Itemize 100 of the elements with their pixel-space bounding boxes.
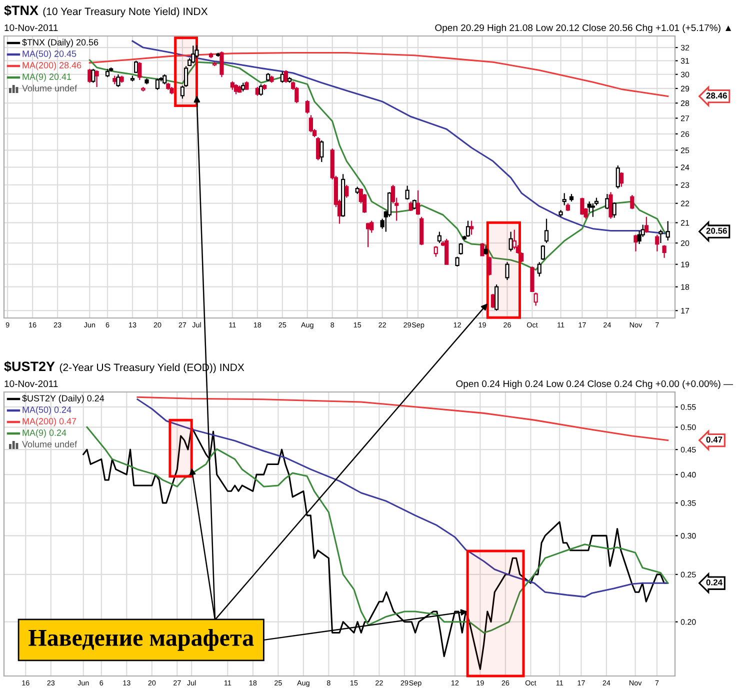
candlestick	[220, 50, 224, 78]
chart-subtitle: 10-Nov-2011	[4, 24, 58, 32]
candlestick	[91, 68, 96, 84]
legend-label: MA(200) 0.47	[22, 418, 76, 426]
candlestick	[270, 75, 274, 84]
candlestick	[130, 75, 135, 82]
y-tick-label: 22	[680, 200, 690, 206]
y-tick-label: 20	[680, 240, 690, 246]
candlestick	[544, 218, 549, 244]
candlestick	[284, 70, 288, 84]
candlestick	[166, 82, 170, 90]
candlestick	[434, 246, 438, 258]
candlestick	[437, 231, 442, 244]
annotation: Наведение марафета	[28, 629, 254, 651]
candlestick	[630, 194, 634, 210]
candlestick	[162, 74, 167, 85]
candlestick	[412, 199, 417, 210]
candlestick	[634, 234, 638, 252]
candlestick	[134, 60, 138, 74]
legend-label: MA(50) 0.24	[22, 406, 72, 415]
y-tick-label: 23	[680, 182, 690, 188]
candlestick	[562, 192, 566, 206]
candlestick	[408, 200, 413, 212]
candlestick	[605, 193, 610, 210]
y-tick-label: 18	[681, 284, 690, 290]
candlestick	[355, 186, 360, 195]
candlestick	[170, 86, 174, 95]
candlestick	[234, 84, 238, 95]
line-series	[136, 398, 669, 598]
candlestick	[241, 82, 246, 92]
candlestick	[308, 114, 313, 133]
y-tick-label: 24	[680, 164, 690, 170]
y-tick-label: 0.25	[680, 572, 696, 578]
line-series	[136, 396, 669, 442]
y-tick-label: 0.35	[680, 500, 696, 506]
text: Open 20.29 High 21.08 Low 20.12 Close 20.56 Chg +1.01 (+5.17%) ▲	[435, 24, 732, 33]
y-tick-label: 26	[680, 131, 690, 137]
y-tick-label: 0.45	[680, 446, 696, 453]
candlestick	[505, 262, 510, 281]
legend-label: MA(9) 0.24	[22, 429, 66, 438]
candlestick	[619, 172, 624, 188]
y-tick-label: 27	[680, 116, 690, 122]
chart-subtitle: 10-Nov-2011	[4, 380, 58, 388]
candlestick	[658, 229, 663, 244]
candlestick	[230, 80, 234, 90]
y-tick-label: 25	[680, 148, 690, 154]
candlestick	[662, 244, 666, 258]
y-tick-label: 0.50	[680, 424, 696, 430]
candlestick	[244, 80, 249, 90]
y-tick-label: 19	[681, 262, 690, 268]
y-tick-label: 17	[681, 308, 690, 314]
candlestick	[116, 74, 120, 88]
annotation: Volume undef	[22, 440, 78, 448]
text: 28.46	[706, 92, 727, 99]
candlestick	[416, 190, 420, 216]
text: 0.24	[706, 579, 722, 586]
candlestick	[494, 284, 499, 312]
candlestick	[508, 231, 513, 252]
legend-label: MA(50) 20.45	[22, 50, 76, 59]
annotation: Volume undef	[22, 84, 78, 92]
candlestick	[655, 234, 660, 252]
candlestick	[644, 216, 648, 234]
candlestick	[608, 192, 613, 220]
y-tick-label: 29	[680, 86, 690, 92]
line-series	[88, 59, 669, 271]
y-tick-label: 0.20	[680, 619, 696, 625]
candlestick	[569, 193, 574, 202]
legend-label: $UST2Y (Daily) 0.24	[22, 394, 104, 404]
text: 20.56	[706, 228, 727, 234]
candlestick	[287, 76, 292, 84]
y-tick-label: 31	[680, 58, 690, 64]
legend-label: MA(9) 20.41	[22, 73, 72, 82]
candlestick	[120, 75, 124, 84]
candlestick	[484, 246, 488, 256]
candlestick	[144, 78, 149, 85]
candlestick	[112, 75, 117, 85]
candlestick	[487, 256, 492, 276]
candlestick	[444, 238, 449, 265]
text: 0.47	[706, 436, 722, 443]
candlestick	[537, 262, 542, 278]
y-tick-label: 0.40	[680, 472, 696, 478]
candlestick	[612, 202, 616, 218]
candlestick	[341, 174, 346, 218]
candlestick	[258, 84, 264, 96]
candlestick	[616, 164, 620, 190]
y-tick-label: 0.55	[680, 404, 696, 410]
candlestick	[105, 68, 110, 78]
candlestick	[480, 242, 484, 256]
candlestick	[138, 62, 142, 81]
candlestick	[470, 220, 474, 236]
candlestick	[566, 202, 570, 212]
candlestick	[320, 140, 324, 163]
line-series	[88, 52, 669, 98]
candlestick	[212, 62, 217, 67]
candlestick	[512, 229, 516, 250]
candlestick	[540, 244, 545, 261]
candlestick	[88, 68, 92, 84]
text: Open 0.24 High 0.24 Low 0.24 Close 0.24 Chg +0.00 (+0.00%) —	[456, 380, 734, 389]
legend-label: MA(200) 28.46	[22, 62, 82, 70]
y-tick-label: 21	[680, 220, 690, 226]
